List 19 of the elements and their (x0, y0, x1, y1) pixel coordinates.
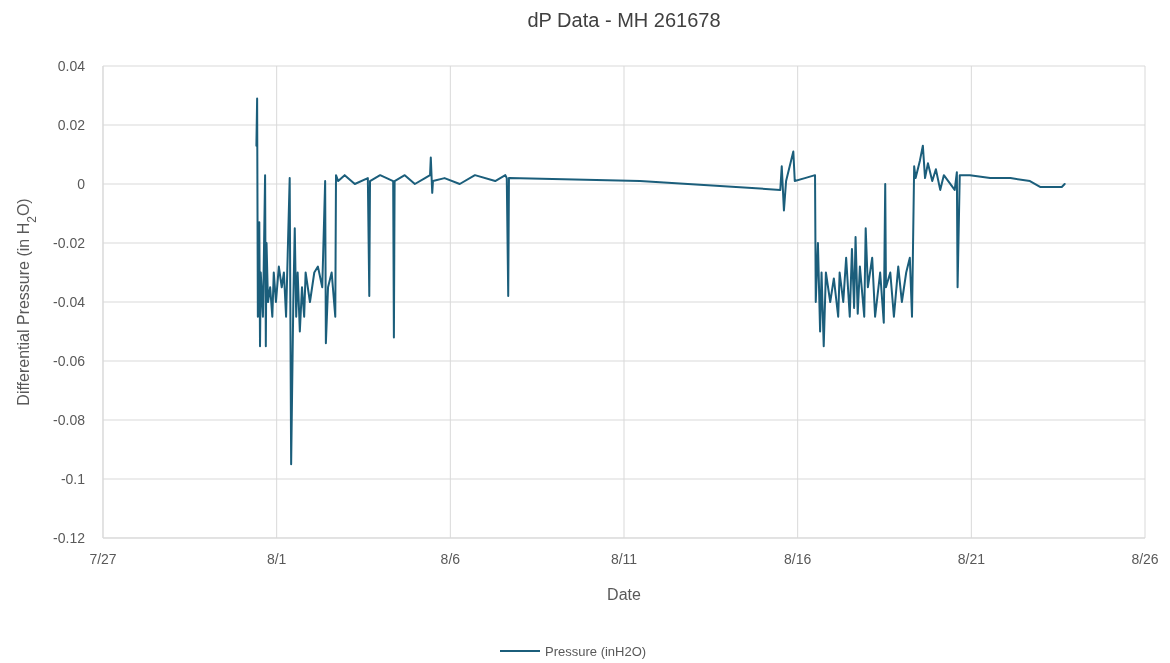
y-tick-label: 0 (77, 175, 86, 192)
x-tick-label: 7/27 (89, 551, 117, 567)
x-tick-label: 8/6 (440, 551, 461, 567)
x-tick-label: 8/16 (784, 551, 812, 567)
y-tick-label: -0.12 (53, 529, 86, 546)
legend-label: Pressure (inH2O) (545, 643, 647, 659)
x-tick-label: 8/21 (957, 551, 986, 567)
y-tick-label: -0.02 (53, 234, 86, 251)
y-tick-label: 0.04 (57, 57, 86, 74)
y-tick-label: -0.08 (53, 411, 86, 428)
y-tick-label: -0.1 (60, 470, 86, 487)
y-tick-label: -0.04 (53, 293, 86, 310)
chart-title: dP Data - MH 261678 (527, 9, 721, 31)
x-tick-label: 8/1 (266, 551, 287, 567)
y-tick-label: -0.06 (53, 352, 86, 369)
x-tick-label: 8/26 (1131, 551, 1159, 567)
x-tick-label: 8/11 (610, 551, 638, 567)
x-axis-title: Date (607, 586, 641, 603)
y-tick-label: 0.02 (57, 116, 86, 133)
